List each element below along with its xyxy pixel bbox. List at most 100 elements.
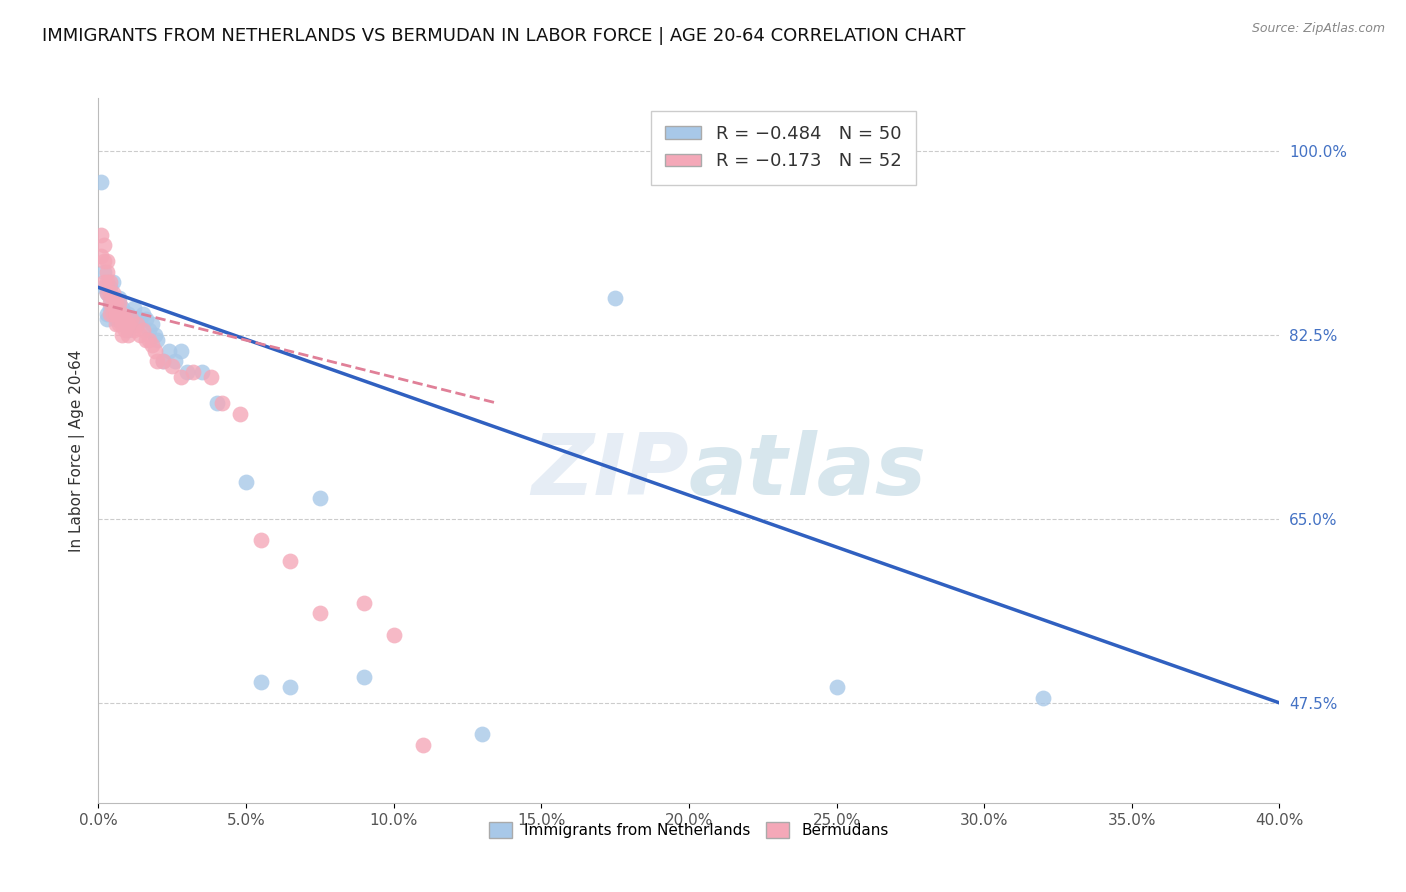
Point — [96, 285, 118, 300]
Point — [235, 475, 257, 489]
Point — [138, 333, 160, 347]
Point — [128, 312, 150, 326]
Point — [108, 312, 131, 326]
Point — [122, 301, 145, 316]
Point — [135, 312, 157, 326]
Point — [117, 318, 139, 332]
Point — [93, 275, 115, 289]
Point — [105, 307, 128, 321]
Point — [98, 296, 121, 310]
Point — [111, 301, 134, 316]
Text: Source: ZipAtlas.com: Source: ZipAtlas.com — [1251, 22, 1385, 36]
Point — [96, 275, 118, 289]
Point — [165, 354, 187, 368]
Point — [120, 312, 142, 326]
Point — [103, 296, 125, 310]
Point — [138, 322, 160, 336]
Point — [108, 296, 131, 310]
Point — [105, 312, 128, 326]
Point — [96, 254, 118, 268]
Point — [114, 322, 136, 336]
Point — [111, 307, 134, 321]
Point — [105, 307, 128, 321]
Point — [205, 396, 228, 410]
Point — [170, 343, 193, 358]
Point — [105, 296, 128, 310]
Point — [146, 354, 169, 368]
Point — [280, 554, 302, 568]
Point — [412, 738, 434, 752]
Point — [96, 265, 118, 279]
Point — [108, 307, 131, 321]
Point — [98, 307, 121, 321]
Point — [141, 338, 163, 352]
Point — [108, 291, 131, 305]
Point — [98, 291, 121, 305]
Point — [105, 318, 128, 332]
Point — [111, 307, 134, 321]
Point — [114, 312, 136, 326]
Point — [111, 318, 134, 332]
Point — [132, 307, 155, 321]
Point — [93, 254, 115, 268]
Point — [280, 680, 302, 694]
Point — [93, 238, 115, 252]
Point — [103, 291, 125, 305]
Legend: Immigrants from Netherlands, Bermudans: Immigrants from Netherlands, Bermudans — [484, 816, 894, 845]
Point — [93, 280, 115, 294]
Point — [103, 307, 125, 321]
Point — [143, 327, 166, 342]
Point — [1032, 690, 1054, 705]
Point — [98, 285, 121, 300]
Point — [200, 369, 222, 384]
Point — [191, 365, 214, 379]
Point — [111, 327, 134, 342]
Point — [108, 296, 131, 310]
Point — [96, 285, 118, 300]
Y-axis label: In Labor Force | Age 20-64: In Labor Force | Age 20-64 — [69, 350, 84, 551]
Point — [103, 285, 125, 300]
Point — [114, 318, 136, 332]
Point — [98, 301, 121, 316]
Point — [135, 333, 157, 347]
Point — [125, 318, 148, 332]
Text: IMMIGRANTS FROM NETHERLANDS VS BERMUDAN IN LABOR FORCE | AGE 20-64 CORRELATION C: IMMIGRANTS FROM NETHERLANDS VS BERMUDAN … — [42, 27, 966, 45]
Point — [96, 312, 118, 326]
Point — [90, 227, 112, 242]
Point — [120, 312, 142, 326]
Point — [117, 307, 139, 321]
Point — [825, 680, 848, 694]
Point — [90, 249, 112, 263]
Point — [250, 674, 273, 689]
Point — [128, 327, 150, 342]
Point — [353, 596, 375, 610]
Point — [211, 396, 233, 410]
Point — [170, 369, 193, 384]
Text: atlas: atlas — [689, 430, 927, 513]
Point — [141, 318, 163, 332]
Point — [382, 627, 405, 641]
Point — [143, 343, 166, 358]
Point — [152, 354, 174, 368]
Point — [98, 275, 121, 289]
Point — [229, 407, 252, 421]
Point — [90, 175, 112, 189]
Point — [117, 327, 139, 342]
Point — [162, 359, 183, 374]
Point — [122, 322, 145, 336]
Point — [103, 275, 125, 289]
Point — [152, 354, 174, 368]
Point — [93, 265, 115, 279]
Point — [103, 296, 125, 310]
Point — [125, 318, 148, 332]
Point — [105, 301, 128, 316]
Point — [250, 533, 273, 547]
Point — [96, 307, 118, 321]
Point — [471, 727, 494, 741]
Point — [309, 491, 332, 505]
Point — [117, 322, 139, 336]
Point — [146, 333, 169, 347]
Point — [181, 365, 204, 379]
Point — [353, 670, 375, 684]
Point — [309, 607, 332, 621]
